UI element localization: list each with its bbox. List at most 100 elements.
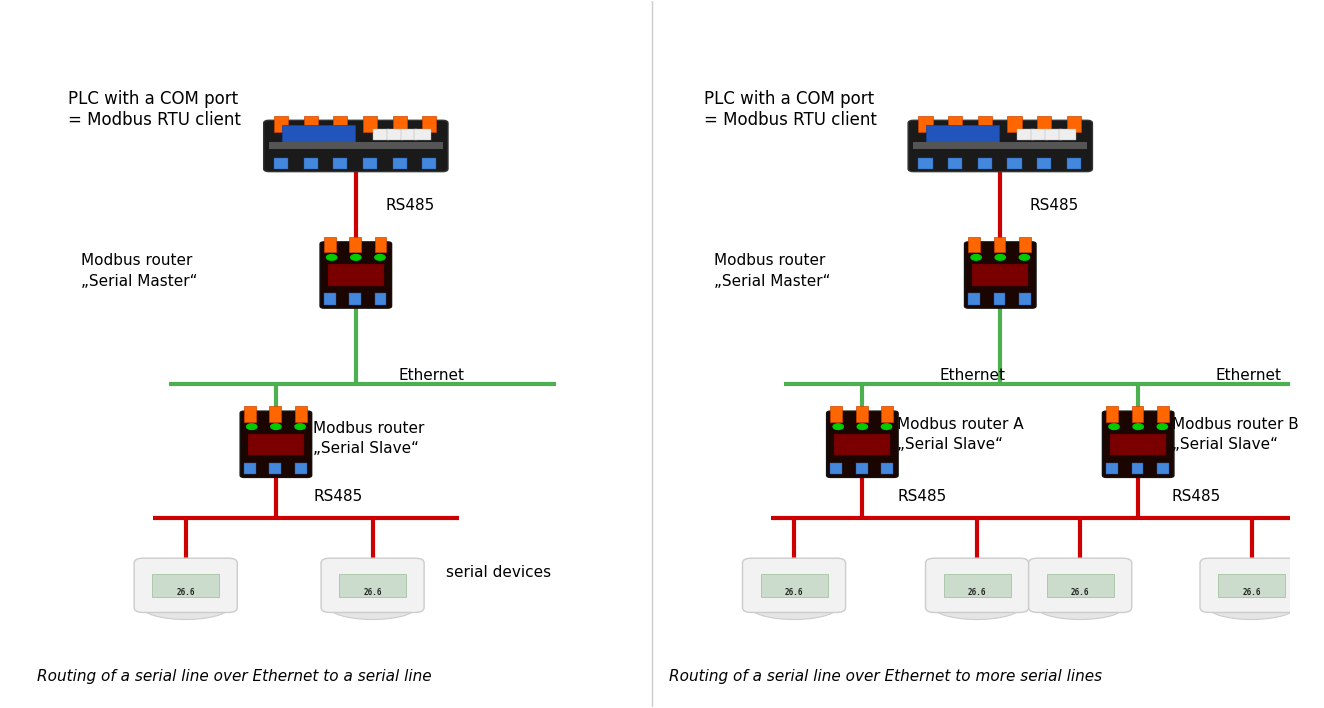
Bar xyxy=(948,116,963,132)
Bar xyxy=(1067,157,1080,169)
Circle shape xyxy=(882,424,891,430)
Text: = Modbus RTU client: = Modbus RTU client xyxy=(704,111,876,129)
Text: 26.6: 26.6 xyxy=(1242,588,1260,597)
Text: Ethernet: Ethernet xyxy=(940,367,1006,382)
Bar xyxy=(422,157,437,169)
Bar xyxy=(1067,116,1080,132)
FancyBboxPatch shape xyxy=(134,558,237,612)
Ellipse shape xyxy=(328,593,417,620)
Bar xyxy=(919,116,932,132)
Text: 26.6: 26.6 xyxy=(363,588,381,597)
Text: PLC with a COM port: PLC with a COM port xyxy=(69,90,238,108)
Circle shape xyxy=(857,424,867,430)
Text: Modbus router: Modbus router xyxy=(314,421,425,435)
Bar xyxy=(282,125,355,142)
Ellipse shape xyxy=(1207,593,1296,620)
Bar xyxy=(1059,129,1075,140)
Text: RS485: RS485 xyxy=(314,489,363,504)
Circle shape xyxy=(327,255,336,261)
Circle shape xyxy=(970,255,981,261)
Text: „Serial Master“: „Serial Master“ xyxy=(81,274,197,289)
Bar xyxy=(977,116,992,132)
Bar xyxy=(274,157,289,169)
Bar xyxy=(760,574,828,597)
Bar xyxy=(1045,129,1062,140)
Bar xyxy=(387,129,404,140)
Bar xyxy=(152,574,220,597)
Text: Modbus router: Modbus router xyxy=(81,253,193,268)
Text: = Modbus RTU client: = Modbus RTU client xyxy=(69,111,241,129)
Bar xyxy=(1157,406,1169,422)
Bar xyxy=(830,406,842,422)
Bar xyxy=(1008,157,1022,169)
Bar xyxy=(1047,574,1113,597)
Ellipse shape xyxy=(1035,593,1125,620)
Bar xyxy=(372,129,389,140)
Bar xyxy=(270,406,281,422)
Text: Routing of a serial line over Ethernet to more serial lines: Routing of a serial line over Ethernet t… xyxy=(669,670,1102,685)
Text: „Serial Slave“: „Serial Slave“ xyxy=(898,438,1004,452)
Bar xyxy=(1019,293,1031,304)
Bar xyxy=(855,462,867,474)
Bar xyxy=(1110,434,1166,455)
Bar xyxy=(948,157,963,169)
Circle shape xyxy=(295,424,306,430)
Bar xyxy=(882,406,892,422)
Bar xyxy=(244,462,256,474)
Bar xyxy=(1132,462,1144,474)
Bar xyxy=(392,116,406,132)
Bar xyxy=(1132,406,1144,422)
Text: serial devices: serial devices xyxy=(446,565,551,580)
Text: 26.6: 26.6 xyxy=(968,588,986,597)
FancyBboxPatch shape xyxy=(263,120,448,171)
Text: Ethernet: Ethernet xyxy=(1215,367,1282,382)
Circle shape xyxy=(351,255,361,261)
Text: RS485: RS485 xyxy=(1030,198,1079,213)
Text: Modbus router: Modbus router xyxy=(714,253,825,268)
Ellipse shape xyxy=(749,593,838,620)
Bar xyxy=(1017,129,1034,140)
Bar xyxy=(414,129,432,140)
Bar xyxy=(977,157,992,169)
Bar xyxy=(363,116,377,132)
Bar xyxy=(392,157,406,169)
Bar xyxy=(1107,462,1117,474)
Bar xyxy=(882,462,892,474)
Text: 26.6: 26.6 xyxy=(785,588,804,597)
Bar xyxy=(375,293,387,304)
Bar xyxy=(994,293,1005,304)
Bar xyxy=(830,462,842,474)
Bar xyxy=(401,129,417,140)
Bar xyxy=(350,293,361,304)
FancyBboxPatch shape xyxy=(1103,411,1174,477)
FancyBboxPatch shape xyxy=(320,558,424,612)
FancyBboxPatch shape xyxy=(1029,558,1132,612)
Circle shape xyxy=(996,255,1005,261)
Bar xyxy=(295,406,307,422)
Circle shape xyxy=(1157,424,1168,430)
Bar xyxy=(972,264,1029,285)
Text: 26.6: 26.6 xyxy=(1071,588,1090,597)
FancyBboxPatch shape xyxy=(964,242,1037,308)
Text: PLC with a COM port: PLC with a COM port xyxy=(704,90,874,108)
Bar xyxy=(328,264,384,285)
Ellipse shape xyxy=(142,593,230,620)
FancyBboxPatch shape xyxy=(320,242,392,308)
Bar xyxy=(363,157,377,169)
Bar xyxy=(914,142,1087,149)
Bar xyxy=(375,237,387,253)
Text: RS485: RS485 xyxy=(385,198,434,213)
Bar xyxy=(324,293,335,304)
Bar xyxy=(269,142,442,149)
Bar xyxy=(1218,574,1286,597)
Bar xyxy=(303,157,318,169)
Bar xyxy=(968,293,980,304)
Text: Routing of a serial line over Ethernet to a serial line: Routing of a serial line over Ethernet t… xyxy=(37,670,432,685)
Bar xyxy=(244,406,256,422)
Bar xyxy=(944,574,1010,597)
Bar xyxy=(927,125,1000,142)
Bar xyxy=(324,237,335,253)
Text: Modbus router A: Modbus router A xyxy=(898,417,1023,432)
Text: „Serial Master“: „Serial Master“ xyxy=(714,274,830,289)
Bar xyxy=(1019,237,1031,253)
